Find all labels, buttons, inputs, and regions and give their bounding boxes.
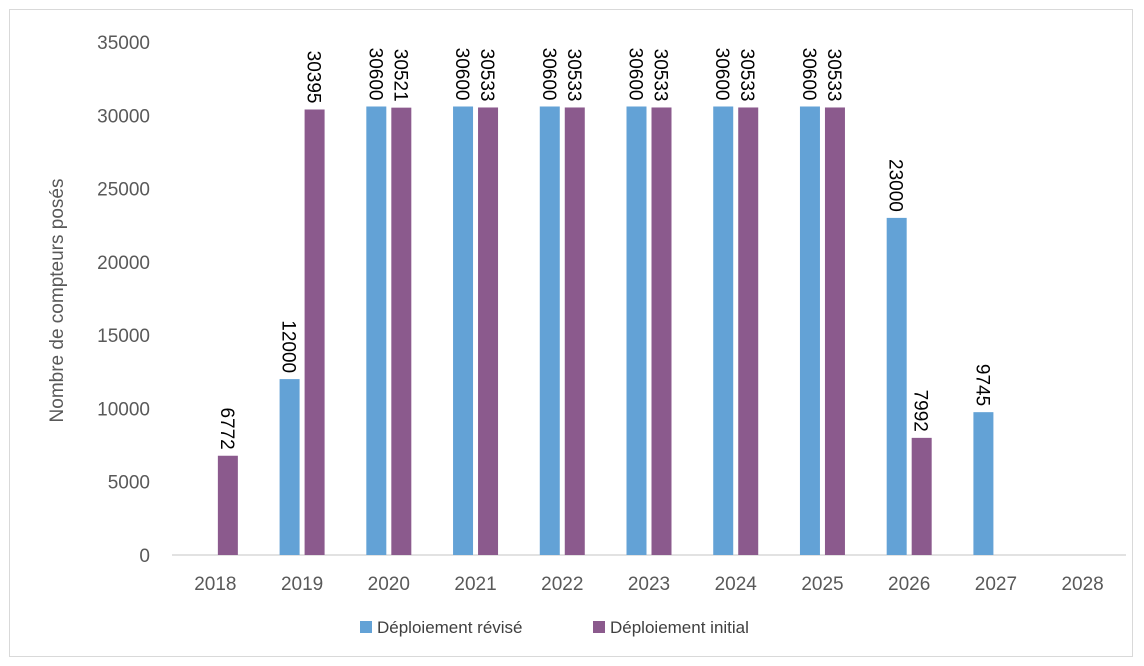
x-tick-label: 2020 — [368, 574, 410, 595]
y-axis-label: Nombre de compteurs posés — [47, 179, 68, 423]
data-label-2020-series-1: 30521 — [389, 49, 410, 102]
data-label-2027-series-0: 9745 — [971, 364, 992, 406]
legend-label-series-1: Déploiement initial — [610, 618, 749, 637]
x-tick-label: 2022 — [541, 574, 583, 595]
x-tick-label: 2027 — [975, 574, 1017, 595]
y-tick-label: 25000 — [97, 180, 150, 201]
y-tick-label: 10000 — [97, 399, 150, 420]
bar-2022-series-0 — [539, 106, 560, 556]
bar-2019-series-1 — [304, 109, 325, 555]
x-tick-label: 2028 — [1061, 574, 1103, 595]
data-label-2025-series-0: 30600 — [798, 48, 819, 101]
data-label-2021-series-0: 30600 — [451, 48, 472, 101]
y-tick-label: 20000 — [97, 253, 150, 274]
bar-2027-series-0 — [973, 412, 994, 555]
data-label-2026-series-1: 7992 — [910, 390, 931, 432]
bar-2024-series-1 — [738, 107, 759, 556]
x-tick-label: 2024 — [715, 574, 758, 595]
bar-2024-series-0 — [713, 106, 734, 556]
y-tick-label: 15000 — [97, 326, 150, 347]
data-label-2021-series-1: 30533 — [476, 49, 497, 102]
legend-swatch-series-1 — [593, 621, 605, 633]
bar-2020-series-0 — [366, 106, 387, 556]
data-label-2022-series-0: 30600 — [538, 48, 559, 101]
y-tick-label: 35000 — [97, 33, 150, 54]
bar-2026-series-0 — [886, 217, 907, 555]
data-label-2023-series-1: 30533 — [650, 49, 671, 102]
bar-2020-series-1 — [391, 107, 412, 555]
y-tick-label: 5000 — [108, 473, 150, 494]
data-label-2019-series-0: 12000 — [278, 320, 299, 373]
data-label-2024-series-0: 30600 — [711, 48, 732, 101]
data-label-2024-series-1: 30533 — [736, 49, 757, 102]
bar-2022-series-1 — [564, 107, 585, 556]
data-label-2022-series-1: 30533 — [563, 49, 584, 102]
y-tick-label: 0 — [139, 546, 150, 567]
y-axis-ticks: 0 5000 10000 15000 20000 25000 30000 35000 — [97, 33, 150, 567]
bar-2021-series-1 — [478, 107, 499, 556]
bar-2023-series-1 — [651, 107, 672, 556]
data-label-2018-series-1: 6772 — [216, 407, 237, 449]
bar-2025-series-1 — [824, 107, 845, 556]
x-axis-ticks: 2018 2019 2020 2021 2022 2023 2024 2025 2026 2027… — [194, 574, 1104, 595]
x-tick-label: 2026 — [888, 574, 930, 595]
x-tick-label: 2019 — [281, 574, 323, 595]
legend-label-series-0: Déploiement révisé — [377, 618, 523, 637]
x-tick-label: 2023 — [628, 574, 670, 595]
bars — [217, 106, 994, 556]
y-tick-label: 30000 — [97, 106, 150, 127]
data-label-2023-series-0: 30600 — [625, 48, 646, 101]
data-label-2026-series-0: 23000 — [885, 159, 906, 212]
x-tick-label: 2025 — [801, 574, 843, 595]
bar-2026-series-1 — [911, 437, 932, 555]
bar-2019-series-0 — [279, 379, 300, 555]
bar-2025-series-0 — [799, 106, 820, 556]
x-tick-label: 2018 — [194, 574, 236, 595]
bar-2021-series-0 — [453, 106, 474, 556]
legend: Déploiement révisé Déploiement initial — [360, 618, 749, 637]
data-label-2019-series-1: 30395 — [303, 51, 324, 104]
data-label-2025-series-1: 30533 — [823, 49, 844, 102]
data-label-2020-series-0: 30600 — [364, 48, 385, 101]
bar-2018-series-1 — [217, 455, 238, 555]
x-tick-label: 2021 — [454, 574, 496, 595]
bar-2023-series-0 — [626, 106, 647, 556]
legend-swatch-series-0 — [360, 621, 372, 633]
